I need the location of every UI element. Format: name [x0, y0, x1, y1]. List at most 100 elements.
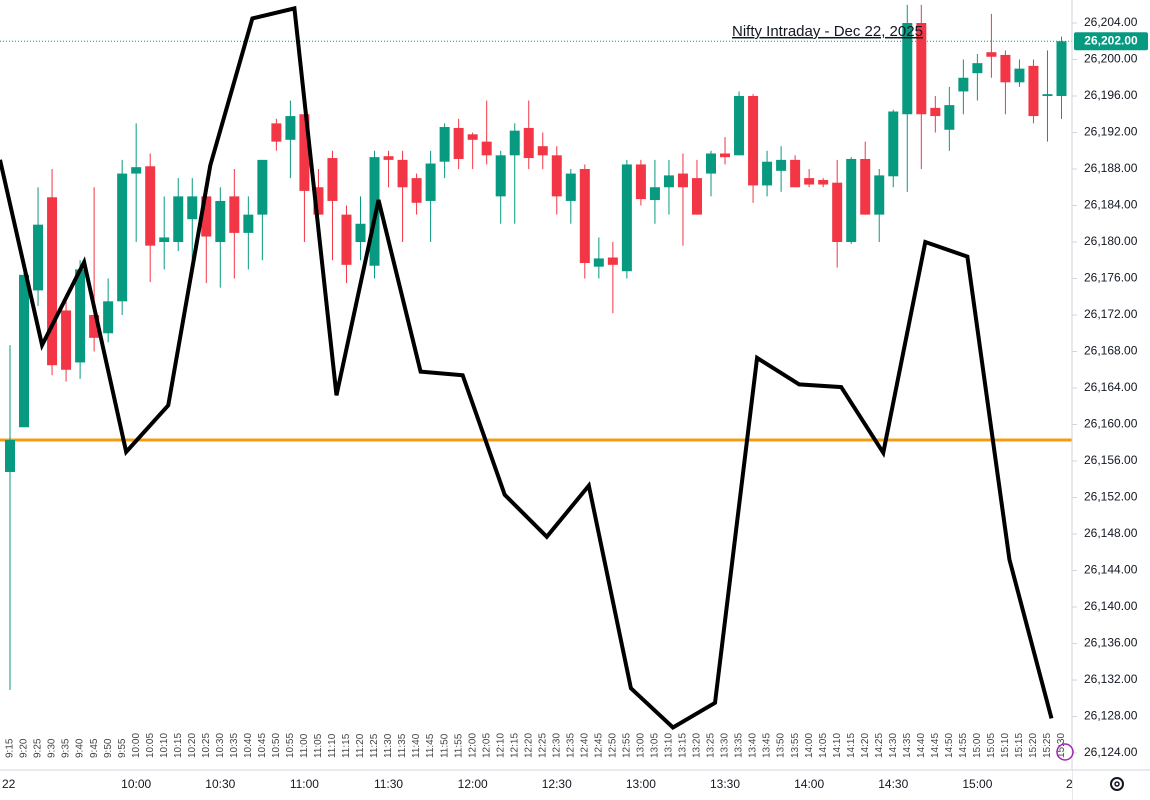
candle-body [215, 200, 226, 243]
candle-body [495, 155, 506, 197]
time-axis-label: 10:30 [205, 777, 235, 791]
x-tick-label: 12:30 [551, 733, 562, 758]
candle-body [229, 196, 240, 233]
time-axis-label: 2 [1066, 777, 1073, 791]
x-tick-label: 14:30 [888, 733, 899, 758]
x-tick-label: 12:00 [467, 733, 478, 758]
candle-body [691, 178, 702, 215]
candle-body [75, 269, 86, 363]
candle-body [257, 159, 268, 215]
x-tick-label: 12:45 [593, 733, 604, 758]
x-tick-label: 14:25 [874, 733, 885, 758]
candle-body [677, 173, 688, 188]
candle-body [467, 134, 478, 140]
y-tick-label: 26,156.00 [1084, 453, 1138, 467]
candle-body [748, 95, 759, 186]
candle-body [720, 153, 731, 158]
candle-body [607, 257, 618, 265]
candle-body [453, 127, 464, 159]
y-tick-label: 26,196.00 [1084, 88, 1138, 102]
x-tick-label: 14:40 [916, 733, 927, 758]
x-tick-label: 14:20 [860, 733, 871, 758]
candle-body [804, 178, 815, 185]
candle-body [103, 301, 114, 334]
x-tick-label: 13:15 [678, 733, 689, 758]
candle-body [621, 164, 632, 272]
y-tick-label: 26,204.00 [1084, 15, 1138, 29]
candle-body [790, 159, 801, 188]
y-tick-label: 26,152.00 [1084, 490, 1138, 504]
y-tick-label: 26,176.00 [1084, 271, 1138, 285]
time-axis-label: 12:00 [458, 777, 488, 791]
x-tick-label: 10:05 [145, 733, 156, 758]
x-tick-label: 12:50 [608, 733, 619, 758]
plot-area [0, 4, 1072, 730]
x-tick-label: 14:45 [930, 733, 941, 758]
time-axis-label: 13:30 [710, 777, 740, 791]
candle-body [565, 173, 576, 201]
settings-hub[interactable] [1114, 781, 1120, 787]
time-axis-label: 13:00 [626, 777, 656, 791]
x-tick-label: 12:35 [565, 733, 576, 758]
x-tick-label: 11:45 [425, 733, 436, 758]
x-tick-label: 14:55 [958, 733, 969, 758]
time-axis-label: 14:00 [794, 777, 824, 791]
time-axis-panel [0, 770, 1072, 800]
candle-body [33, 224, 44, 291]
candle-body [271, 123, 282, 142]
candle-body [1014, 68, 1025, 83]
candle-body [341, 214, 352, 265]
candle-body [89, 315, 100, 338]
x-tick-label: 11:50 [439, 733, 450, 758]
x-tick-label: 9:35 [61, 738, 72, 758]
candle-body [930, 107, 941, 117]
y-tick-label: 26,164.00 [1084, 380, 1138, 394]
y-tick-label: 26,188.00 [1084, 161, 1138, 175]
y-tick-label: 26,184.00 [1084, 198, 1138, 212]
x-tick-label: 10:30 [215, 733, 226, 758]
x-tick-label: 15:25 [1042, 733, 1053, 758]
settings-icon[interactable] [1110, 777, 1124, 791]
time-axis-label: 11:30 [374, 777, 403, 791]
x-tick-label: 12:15 [509, 733, 520, 758]
candle-body [19, 274, 30, 428]
x-tick-label: 15:05 [986, 733, 997, 758]
x-tick-label: 13:35 [734, 733, 745, 758]
y-tick-label: 26,168.00 [1084, 344, 1138, 358]
candle-body [846, 158, 857, 243]
x-tick-label: 11:05 [313, 733, 324, 758]
x-tick-label: 13:25 [706, 733, 717, 758]
x-tick-label: 15:15 [1014, 733, 1025, 758]
time-axis-label: 10:00 [121, 777, 151, 791]
candle-body [635, 164, 646, 200]
time-axis-label: 11:00 [290, 777, 319, 791]
y-tick-label: 26,192.00 [1084, 125, 1138, 139]
candle-body [874, 175, 885, 215]
candle-body [131, 167, 142, 174]
candle-body [439, 127, 450, 162]
candle-body [481, 141, 492, 156]
x-tick-label: 11:55 [453, 733, 464, 758]
replay-icon[interactable] [1056, 743, 1074, 761]
x-tick-label: 11:30 [383, 733, 394, 758]
x-tick-label: 9:50 [103, 738, 114, 758]
x-tick-label: 13:40 [748, 733, 759, 758]
y-tick-label: 26,160.00 [1084, 417, 1138, 431]
candle-body [411, 178, 422, 203]
x-tick-label: 10:10 [159, 733, 170, 758]
x-tick-label: 12:25 [537, 733, 548, 758]
candle-body [776, 159, 787, 171]
candle-body [1000, 54, 1011, 83]
settings-gear[interactable] [1110, 777, 1124, 791]
overlay-line [0, 5, 1054, 730]
candle-body [201, 196, 212, 237]
candle-body [509, 130, 520, 156]
x-tick-label: 9:25 [33, 738, 44, 758]
candle-body [313, 187, 324, 215]
candle-body [706, 153, 716, 174]
candle-body [916, 22, 927, 115]
candle-body [593, 258, 604, 267]
x-tick-label: 10:55 [285, 733, 296, 758]
